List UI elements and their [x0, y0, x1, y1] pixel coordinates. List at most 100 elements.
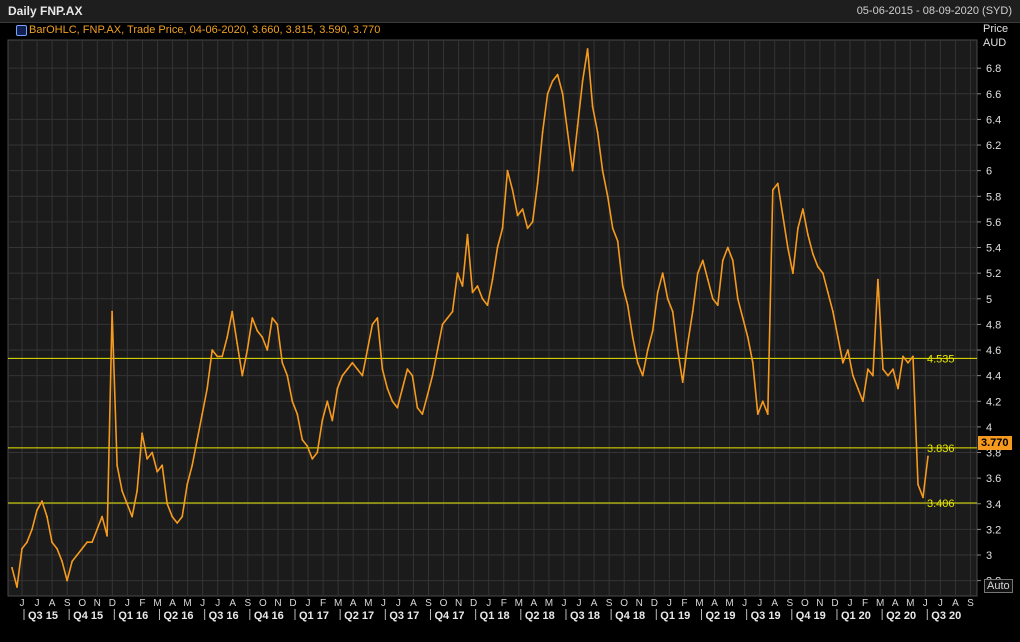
price-point [251, 317, 254, 319]
price-point [316, 451, 319, 454]
x-month-label: O [78, 598, 86, 609]
axis-unit-currency: AUD [983, 37, 1007, 49]
price-point [551, 80, 554, 82]
price-series-line [11, 48, 929, 588]
price-point [56, 547, 58, 550]
x-month-label: J [561, 598, 566, 609]
y-tick-label: 5.8 [986, 191, 1001, 203]
x-quarter-label: Q2 19 [705, 610, 735, 622]
price-point [476, 285, 479, 287]
price-point [566, 131, 569, 134]
x-month-label: D [109, 598, 116, 609]
x-month-label: J [923, 598, 928, 609]
y-tick-label: 5.6 [986, 217, 1001, 229]
price-point [226, 336, 229, 339]
price-point [721, 259, 724, 262]
price-point [421, 413, 424, 415]
x-month-label: N [94, 598, 101, 609]
price-chart[interactable]: 2.833.23.43.63.844.24.44.64.855.25.45.65… [0, 22, 1020, 642]
price-point [66, 579, 68, 582]
x-quarter-label: Q3 15 [28, 610, 58, 622]
x-quarter-label: Q2 18 [525, 610, 555, 622]
x-month-label: J [396, 598, 401, 609]
x-quarter-label: Q3 19 [751, 610, 781, 622]
price-point [546, 92, 549, 95]
price-point [391, 400, 394, 403]
reference-line-label: 3.406 [927, 498, 955, 510]
price-point [196, 438, 199, 441]
bar-ohlc-icon [16, 25, 27, 36]
price-point [526, 227, 529, 230]
y-tick-label: 4.4 [986, 371, 1001, 383]
price-point [31, 528, 33, 531]
x-month-label: D [651, 598, 658, 609]
price-point [461, 285, 464, 287]
x-month-label: O [620, 598, 628, 609]
price-point [922, 496, 924, 499]
auto-scale-button[interactable]: Auto [984, 579, 1013, 593]
price-point [426, 394, 429, 396]
price-point [141, 432, 144, 435]
price-point [91, 541, 93, 544]
x-month-label: M [906, 598, 914, 609]
price-point [366, 349, 369, 351]
price-point [536, 182, 539, 185]
price-point [676, 349, 679, 351]
x-month-label: A [952, 598, 959, 609]
price-point [736, 297, 739, 300]
x-month-label: F [139, 598, 145, 609]
price-point [716, 304, 719, 307]
y-tick-label: 5.4 [986, 243, 1001, 255]
axis-unit-price: Price [983, 23, 1009, 35]
x-month-label: N [816, 598, 823, 609]
price-point [96, 528, 98, 531]
x-month-label: J [215, 598, 220, 609]
price-point [71, 560, 73, 563]
price-point [761, 400, 764, 403]
price-point [501, 227, 504, 230]
price-point [927, 455, 929, 458]
x-month-label: J [200, 598, 205, 609]
x-month-label: N [636, 598, 643, 609]
y-tick-label: 6 [986, 166, 992, 178]
x-quarter-label: Q2 17 [344, 610, 374, 622]
x-month-label: F [320, 598, 326, 609]
price-point [106, 534, 108, 537]
price-point [466, 233, 469, 236]
x-month-label: F [501, 598, 507, 609]
price-point [812, 253, 814, 255]
price-point [751, 361, 754, 364]
x-month-label: J [306, 598, 311, 609]
price-point [146, 458, 149, 460]
price-point [321, 419, 324, 422]
x-month-label: J [938, 598, 943, 609]
x-month-label: N [455, 598, 462, 609]
x-month-label: A [410, 598, 417, 609]
price-point [656, 291, 659, 294]
price-point [186, 483, 189, 486]
price-point [822, 272, 824, 275]
price-point [496, 246, 499, 249]
price-point [116, 464, 118, 467]
chart-title: Daily FNP.AX [8, 4, 83, 18]
x-quarter-label: Q2 16 [163, 610, 193, 622]
x-month-label: O [259, 598, 267, 609]
price-point [351, 361, 354, 364]
price-point [341, 374, 344, 377]
x-quarter-label: Q1 17 [299, 610, 329, 622]
price-point [701, 259, 704, 262]
price-point [111, 310, 113, 313]
price-point [81, 547, 83, 550]
price-point [907, 361, 909, 364]
price-point [631, 336, 634, 339]
price-point [331, 419, 334, 422]
price-point [781, 214, 784, 217]
price-point [882, 368, 884, 371]
x-month-label: J [742, 598, 747, 609]
price-point [877, 278, 879, 281]
price-point [76, 554, 78, 556]
x-quarter-label: Q1 18 [480, 610, 510, 622]
price-point [11, 566, 13, 569]
price-point [456, 272, 459, 275]
price-point [486, 304, 489, 307]
